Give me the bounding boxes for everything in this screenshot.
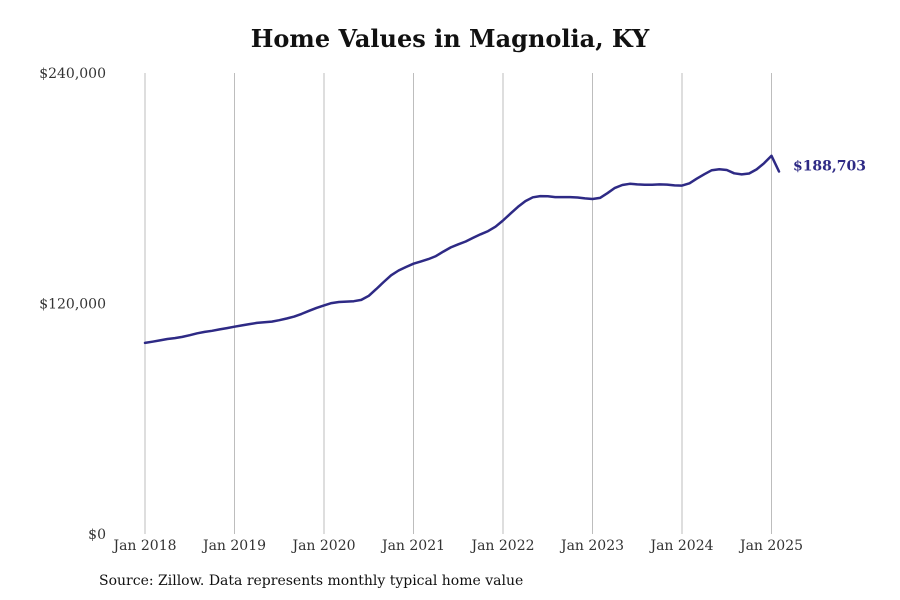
home-value-series-line	[143, 154, 781, 345]
x-tick-label: Jan 2024	[648, 538, 713, 554]
y-tick-label: $120,000	[39, 297, 106, 313]
y-axis-ticks: $0 $120,000 $240,000	[39, 66, 106, 543]
chart-title: Home Values in Magnolia, KY	[250, 24, 650, 53]
x-tick-label: Jan 2022	[469, 538, 534, 554]
source-note: Source: Zillow. Data represents monthly …	[99, 573, 524, 589]
x-tick-label: Jan 2019	[201, 538, 266, 554]
x-tick-label: Jan 2023	[559, 538, 624, 554]
y-tick-label: $0	[88, 527, 106, 543]
end-value-label: $188,703	[793, 159, 866, 175]
x-axis-ticks: Jan 2018 Jan 2019 Jan 2020 Jan 2021 Jan 2022…	[111, 538, 803, 554]
x-tick-label: Jan 2025	[738, 538, 803, 554]
x-tick-label: Jan 2020	[290, 538, 355, 554]
grid-lines	[144, 73, 772, 534]
x-tick-label: Jan 2021	[380, 538, 445, 554]
y-tick-label: $240,000	[39, 66, 106, 82]
x-tick-label: Jan 2018	[111, 538, 176, 554]
